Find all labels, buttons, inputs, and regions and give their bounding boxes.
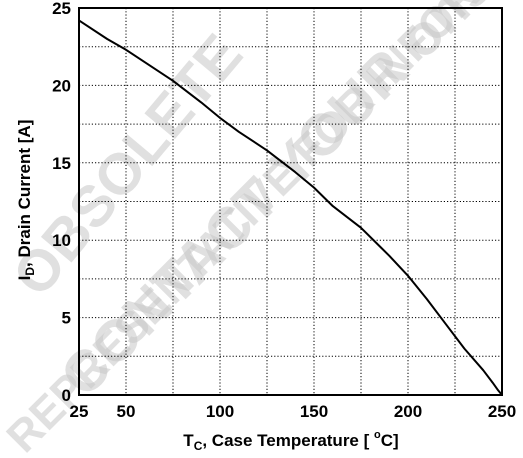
x-tick-label: 25: [70, 402, 89, 421]
grid: [79, 8, 502, 395]
x-axis-title: TC, Case Temperature [ oC]: [183, 429, 398, 453]
x-tick-label: 250: [488, 402, 516, 421]
y-tick-label: 15: [52, 154, 71, 173]
y-tick-label: 0: [62, 386, 71, 405]
y-tick-label: 25: [52, 0, 71, 18]
curve-layer: [78, 19, 503, 396]
y-tick-label: 10: [52, 231, 71, 250]
x-tick-label: 200: [394, 402, 422, 421]
x-tick-label: 100: [206, 402, 234, 421]
y-tick-labels: 0 5 10 15 20 25: [52, 0, 71, 405]
series-line-0: [78, 19, 503, 396]
y-tick-label: 20: [52, 76, 71, 95]
y-tick-label: 5: [62, 309, 71, 328]
x-tick-label: 150: [300, 402, 328, 421]
x-tick-label: 50: [117, 402, 136, 421]
plot-frame: [78, 7, 503, 396]
y-axis-title: ID, Drain Current [A]: [15, 120, 37, 281]
x-tick-labels: 25 50 100 150 200 250: [70, 402, 517, 421]
